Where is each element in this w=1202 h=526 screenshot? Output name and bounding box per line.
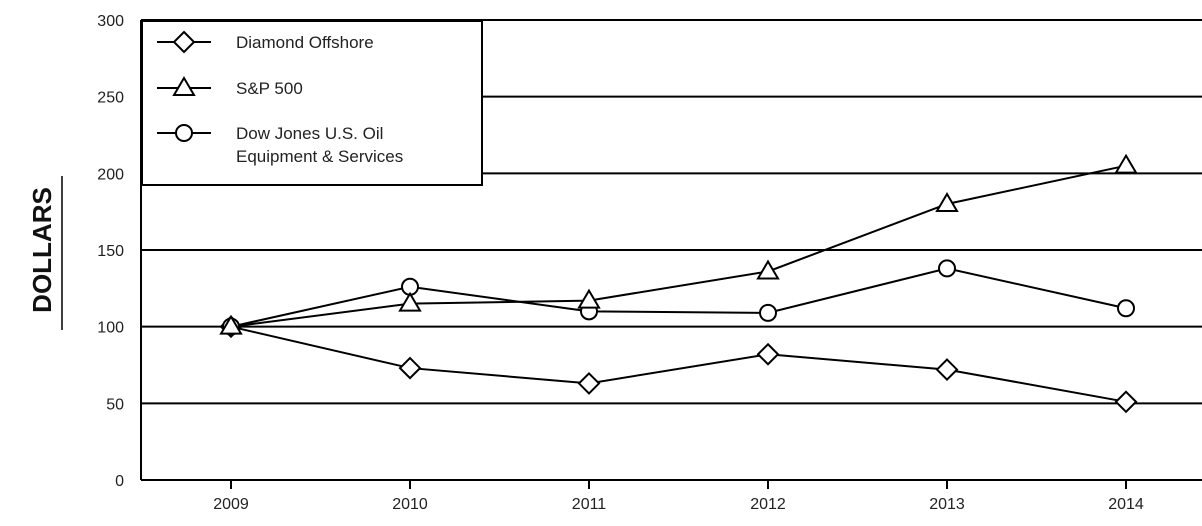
y-tick-label: 250 bbox=[97, 90, 124, 107]
legend-box bbox=[141, 20, 483, 186]
data-point-triangle bbox=[219, 314, 243, 335]
legend-marker-circle bbox=[175, 124, 193, 142]
data-point-diamond bbox=[935, 358, 959, 382]
data-point-circle bbox=[759, 303, 777, 322]
x-tick-label: 2012 bbox=[750, 496, 786, 513]
data-point-triangle bbox=[935, 192, 959, 212]
series-layer bbox=[219, 153, 1138, 414]
data-point-triangle bbox=[398, 291, 422, 312]
legend-entry-label: Dow Jones U.S. Oil Equipment & Services bbox=[236, 124, 403, 166]
data-point-diamond bbox=[1114, 390, 1138, 414]
x-tick-label: 2011 bbox=[572, 496, 607, 513]
x-tick-label: 2010 bbox=[392, 496, 428, 513]
legend: Diamond Offshore S&P 500 Dow Jones U.S. Oi… bbox=[141, 20, 483, 186]
y-axis-label: DOLLARS bbox=[27, 187, 57, 313]
legend-entry-label: Diamond Offshore bbox=[236, 33, 374, 52]
y-tick-label: 0 bbox=[115, 473, 124, 490]
x-tick-label: 2014 bbox=[1108, 496, 1144, 513]
series-line-circle bbox=[230, 267, 1127, 328]
data-point-circle bbox=[1117, 299, 1135, 318]
x-tick-label: 2013 bbox=[929, 496, 965, 513]
data-point-circle bbox=[938, 259, 956, 278]
data-point-diamond bbox=[577, 371, 601, 395]
y-tick-label: 150 bbox=[97, 243, 124, 260]
data-point-diamond bbox=[756, 342, 780, 366]
series-line-diamond bbox=[230, 325, 1127, 403]
legend-marker-diamond bbox=[172, 30, 196, 54]
legend-entry-label-line: Equipment & Services bbox=[236, 147, 403, 166]
series-line-triangle bbox=[230, 164, 1127, 328]
legend-marker-triangle bbox=[172, 76, 196, 96]
legend-entry-label-line: Dow Jones U.S. Oil bbox=[236, 124, 383, 143]
data-point-diamond bbox=[398, 356, 422, 380]
data-point-triangle bbox=[577, 288, 601, 309]
y-tick-label: 50 bbox=[106, 396, 124, 413]
data-point-triangle bbox=[756, 259, 780, 280]
y-tick-label: 300 bbox=[97, 13, 124, 30]
axis-labels: DOLLARS bbox=[27, 176, 63, 330]
data-point-triangle bbox=[1114, 153, 1138, 174]
y-tick-label: 100 bbox=[97, 320, 124, 337]
legend-entry-label: S&P 500 bbox=[236, 79, 303, 98]
y-tick-label: 200 bbox=[97, 166, 124, 183]
x-tick-label: 2009 bbox=[213, 496, 249, 513]
